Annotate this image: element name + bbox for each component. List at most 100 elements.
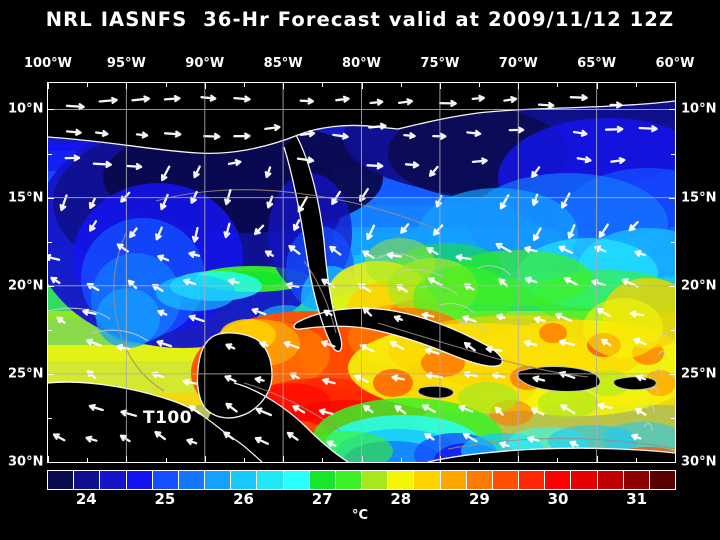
wind-vector [65,103,85,111]
wind-vector [527,435,540,443]
wind-vector [223,431,235,440]
lat-tick-label: 20°N [681,278,717,294]
wind-vector [233,95,251,103]
wind-vector [155,226,163,241]
wind-vector [94,129,109,137]
colorbar-swatch [178,471,206,489]
axis-tick [322,458,324,462]
wind-vector [65,128,82,136]
lon-tick-label: 90°W [185,56,225,71]
wind-vector [254,376,265,384]
wind-vector [503,95,518,104]
wind-vector [188,404,201,415]
colorbar-swatch [571,471,598,489]
colorbar-swatch [388,471,415,489]
wind-vector [532,375,546,383]
wind-vector [424,432,435,441]
wind-vector [297,196,309,213]
wind-vector [89,220,98,232]
wind-vector [498,278,509,288]
wind-vector [266,195,274,209]
wind-vector [82,308,97,316]
wind-vector [471,94,485,102]
wind-vector [227,159,242,167]
wind-vector [56,316,66,324]
wind-vector [628,221,639,232]
wind-vector [572,129,588,137]
colorbar-swatch [283,471,310,489]
wind-vector [610,157,626,165]
axis-tick [204,83,206,89]
wind-vector [85,338,102,347]
wind-vector [186,438,198,446]
axis-tick [48,109,54,111]
colorbar-tick-label: 24 [75,490,97,508]
colorbar-swatch [519,471,546,489]
colorbar-swatch [48,471,75,489]
wind-vector [255,407,273,417]
wind-vector [369,98,384,106]
wind-vector [531,166,541,178]
t100-annotation: T100 [143,408,193,428]
wind-vector [634,249,647,257]
wind-vector [332,132,349,140]
axis-tick [283,83,285,89]
colorbar-swatch [362,471,389,489]
lon-tick-label: 95°W [106,56,146,71]
wind-vector [326,440,337,448]
lat-tick-label: 25°N [8,366,44,382]
colorbar-swatch [205,471,232,489]
wind-vector [160,165,171,182]
axis-tick [48,462,54,463]
wind-vector [558,245,574,254]
axis-tick [165,458,167,462]
axis-tick [439,456,441,462]
wind-vector [531,193,539,206]
wind-vector [629,310,645,318]
axis-tick [48,197,54,199]
colorbar-swatch [649,471,676,489]
colorbar-swatch [309,471,336,489]
wind-vector [432,224,444,236]
axis-tick [669,109,675,111]
axis-tick [669,197,675,199]
wind-vector [126,162,143,171]
wind-vector [288,244,301,255]
lat-tick-label: 15°N [8,190,44,206]
wind-vector [299,130,316,138]
wind-vector [223,222,231,239]
lat-tick-label: 15°N [681,190,717,206]
wind-vector [428,165,439,177]
wind-vector [183,278,197,286]
wind-vector [567,224,576,239]
wind-vector [524,245,538,253]
wind-vector [569,440,579,448]
axis-tick [596,456,598,462]
wind-vector [635,374,647,382]
wind-vector [394,405,407,415]
wind-vector [554,312,573,322]
colorbar-tick-label: 31 [626,490,648,508]
wind-vector [88,197,96,209]
wind-vector [523,339,538,347]
wind-vector [466,129,482,137]
axis-tick [322,83,324,87]
wind-vector [604,125,624,133]
wind-vector [292,219,301,231]
axis-tick [479,458,481,462]
axis-tick [675,456,676,462]
axis-tick [671,153,675,155]
wind-vector [600,338,612,347]
colorbar-swatch [100,471,127,489]
wind-vector [157,309,168,317]
axis-tick [48,329,52,331]
colorbar-swatch [623,471,650,489]
wind-vector [533,316,546,324]
wind-vector [496,313,506,321]
axis-tick [635,458,637,462]
axis-tick [126,456,128,462]
wind-vector [188,314,205,323]
wind-vector [404,161,420,169]
colorbar-unit-label: °C [351,508,369,523]
colorbar-tick-label: 29 [469,490,490,508]
